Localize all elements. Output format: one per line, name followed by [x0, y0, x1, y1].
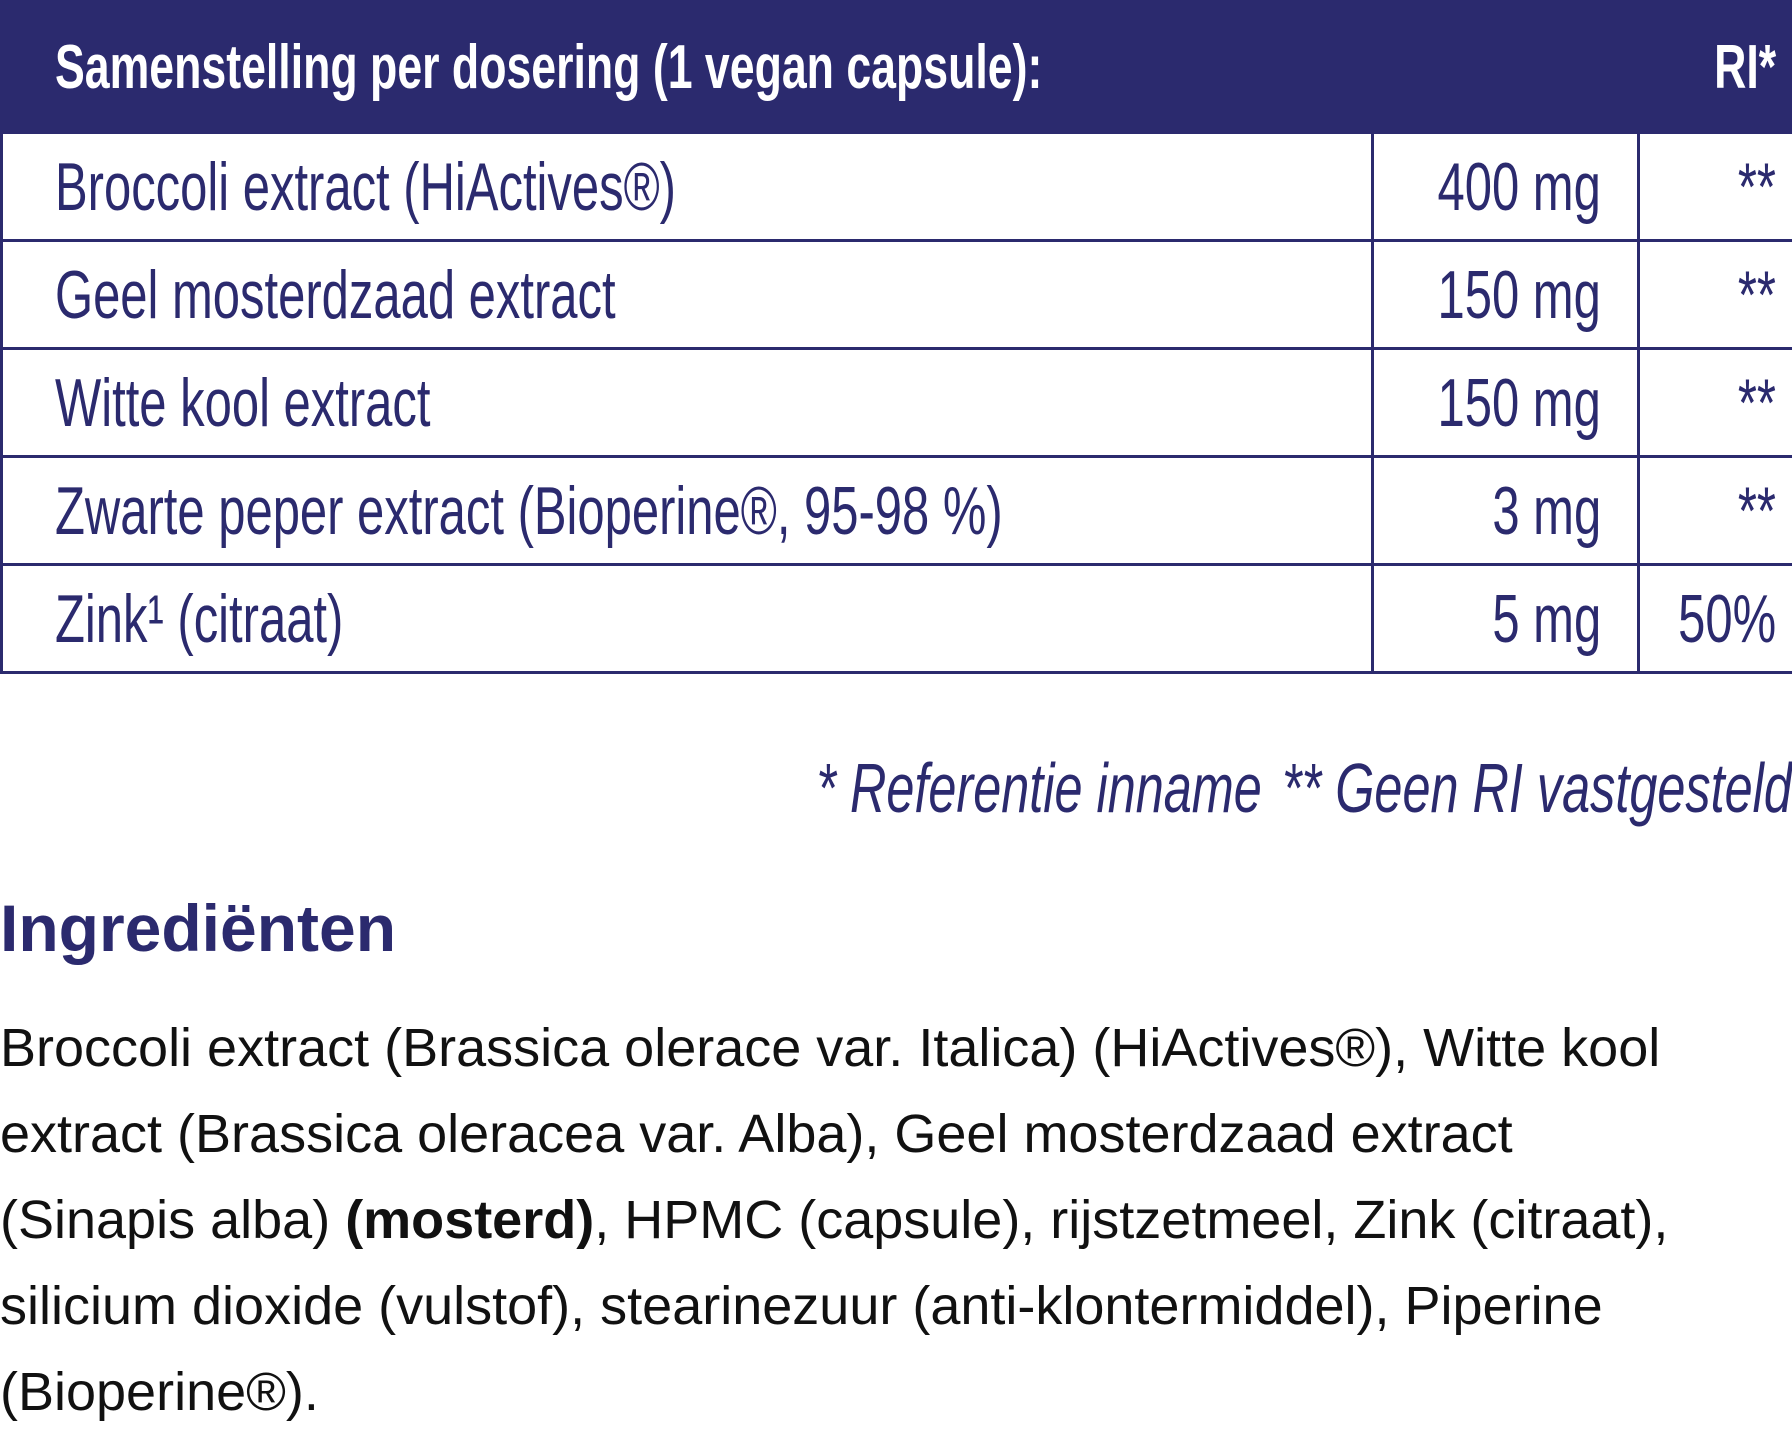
table-cell: ** — [1639, 241, 1792, 349]
table-row: Zwarte peper extract (Bioperine®, 95-98 … — [2, 457, 1792, 565]
cell-text: Broccoli extract (HiActives®) — [55, 148, 676, 226]
header-row: Samenstelling per dosering (1 vegan caps… — [2, 2, 1792, 133]
footnotes-inner: * Referentie inname ** Geen RI vastgestel… — [796, 748, 1792, 828]
table-cell: Zwarte peper extract (Bioperine®, 95-98 … — [2, 457, 1373, 565]
cell-text: 50% — [1678, 580, 1776, 658]
header-cell: Samenstelling per dosering (1 vegan caps… — [2, 2, 1639, 133]
cell-text: Witte kool extract — [55, 364, 430, 442]
nutrition-table: Samenstelling per dosering (1 vegan caps… — [0, 0, 1792, 674]
cell-text: 5 mg — [1492, 580, 1601, 658]
header-cell: RI* — [1639, 2, 1792, 133]
table-cell: 5 mg — [1373, 565, 1639, 673]
cell-text: ** — [1738, 256, 1776, 334]
table-cell: ** — [1639, 349, 1792, 457]
table-row: Broccoli extract (HiActives®) 400 mg ** — [2, 133, 1792, 241]
cell-text: 150 mg — [1438, 364, 1601, 442]
table-cell: 3 mg — [1373, 457, 1639, 565]
cell-text: Zink¹ (citraat) — [55, 580, 343, 658]
header-text: Samenstelling per dosering (1 vegan caps… — [55, 32, 1042, 103]
allergen: (mosterd) — [345, 1190, 594, 1250]
table-cell: 50% — [1639, 565, 1792, 673]
cell-text: ** — [1738, 472, 1776, 550]
header-text: RI* — [1714, 32, 1776, 103]
cell-text: Geel mosterdzaad extract — [55, 256, 616, 334]
table-cell: Witte kool extract — [2, 349, 1373, 457]
cell-text: ** — [1738, 364, 1776, 442]
cell-text: 3 mg — [1492, 472, 1601, 550]
table-cell: Broccoli extract (HiActives®) — [2, 133, 1373, 241]
ingredients-title: Ingrediënten — [0, 890, 396, 966]
table-cell: Geel mosterdzaad extract — [2, 241, 1373, 349]
table-cell: ** — [1639, 133, 1792, 241]
footnote: ** Geen RI vastgesteld — [1282, 749, 1792, 827]
cell-text: 150 mg — [1438, 256, 1601, 334]
cell-text: ** — [1738, 148, 1776, 226]
table-row: Geel mosterdzaad extract 150 mg ** — [2, 241, 1792, 349]
table-row: Witte kool extract 150 mg ** — [2, 349, 1792, 457]
table-cell: 150 mg — [1373, 349, 1639, 457]
footnote: * Referentie inname — [817, 749, 1262, 827]
ingredients-text: Broccoli extract (Brassica olerace var. … — [0, 1005, 1720, 1435]
cell-text: 400 mg — [1438, 148, 1601, 226]
table-row: Zink¹ (citraat) 5 mg 50% — [2, 565, 1792, 673]
table-cell: 400 mg — [1373, 133, 1639, 241]
table-body: Broccoli extract (HiActives®)400 mg**Gee… — [2, 133, 1792, 673]
cell-text: Zwarte peper extract (Bioperine®, 95-98 … — [55, 472, 1003, 550]
table-cell: ** — [1639, 457, 1792, 565]
footnotes: * Referentie inname ** Geen RI vastgestel… — [381, 748, 1792, 828]
table-cell: Zink¹ (citraat) — [2, 565, 1373, 673]
table-cell: 150 mg — [1373, 241, 1639, 349]
